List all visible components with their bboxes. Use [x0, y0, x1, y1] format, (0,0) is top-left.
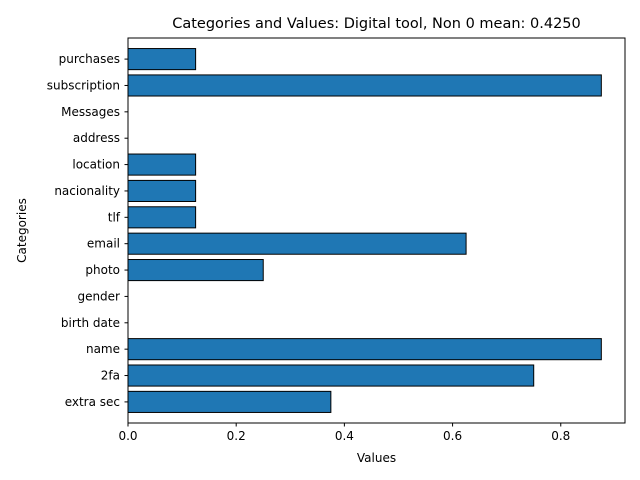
bars-group — [127, 48, 602, 413]
bar — [127, 390, 332, 413]
y-tick-label: gender — [77, 289, 120, 303]
y-tick-label: extra sec — [65, 395, 120, 409]
y-axis-ticks: extra sec 2fa name birth date gender photo ema… — [47, 52, 128, 409]
bar — [127, 259, 264, 282]
bar — [127, 153, 197, 176]
x-tick-label: 0.0 — [118, 429, 137, 443]
y-tick-label: name — [86, 342, 120, 356]
bar — [127, 338, 602, 361]
y-tick-label: purchases — [59, 52, 120, 66]
bar — [127, 74, 602, 97]
x-tick-label: 0.4 — [335, 429, 354, 443]
y-tick-label: tlf — [108, 210, 121, 224]
plot-frame — [127, 37, 626, 424]
y-tick-label: subscription — [47, 78, 120, 92]
y-axis-label: Categories — [15, 198, 29, 263]
y-tick-label: photo — [85, 263, 120, 277]
y-tick-label: birth date — [61, 316, 120, 330]
y-tick-label: 2fa — [101, 369, 120, 383]
x-axis-label: Values — [357, 451, 396, 465]
bar — [127, 48, 197, 71]
bar — [127, 232, 467, 255]
y-tick-label: email — [87, 237, 120, 251]
chart-title: Categories and Values: Digital tool, Non… — [172, 16, 581, 32]
bar — [127, 364, 535, 387]
y-tick-label: Messages — [61, 105, 120, 119]
x-tick-label: 0.8 — [551, 429, 570, 443]
x-tick-label: 0.2 — [227, 429, 246, 443]
bar — [127, 206, 197, 229]
x-axis-ticks: 0.0 0.2 0.4 0.6 0.8 — [118, 423, 570, 443]
bar — [127, 179, 197, 202]
x-tick-label: 0.6 — [443, 429, 462, 443]
y-tick-label: location — [72, 158, 120, 172]
y-tick-label: nacionality — [54, 184, 120, 198]
y-tick-label: address — [73, 131, 120, 145]
